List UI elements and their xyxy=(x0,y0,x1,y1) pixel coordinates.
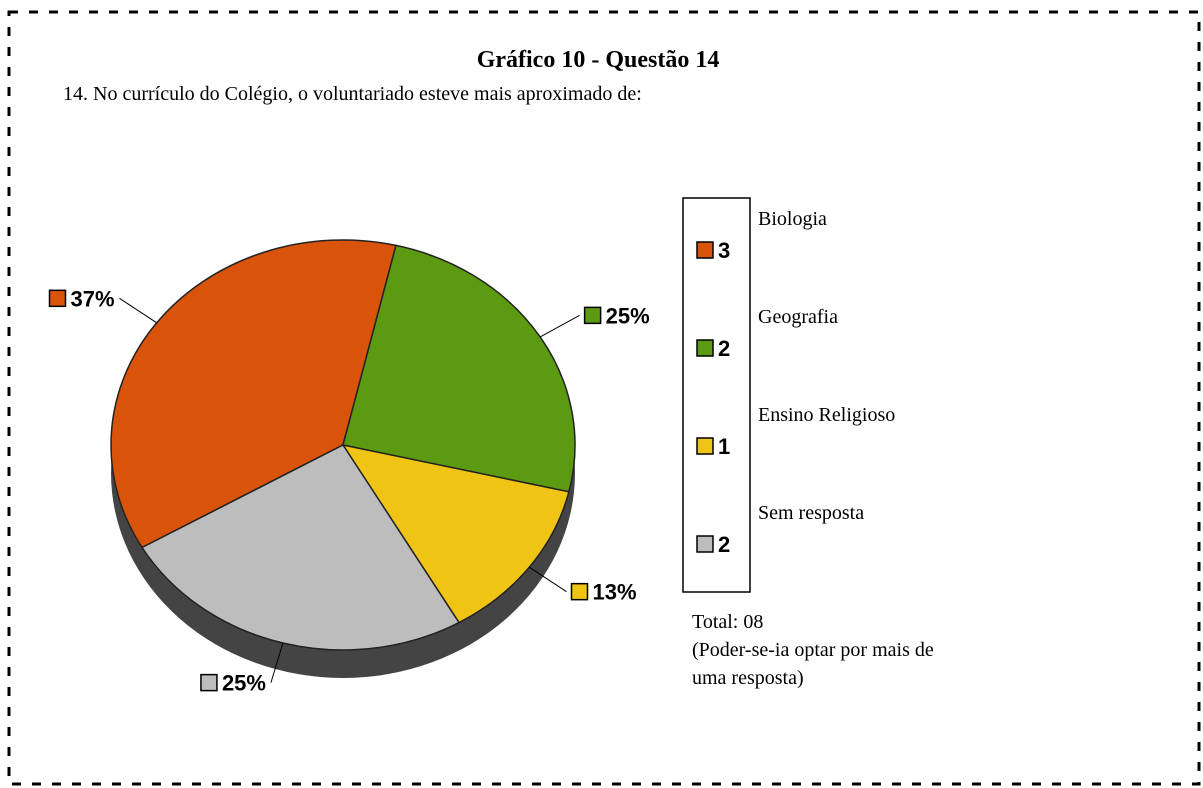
pie-slice xyxy=(140,444,461,651)
note: (Poder-se-ia optar por mais de xyxy=(692,639,934,661)
note: uma resposta) xyxy=(692,667,804,689)
data-label: 25% xyxy=(606,303,650,328)
leader-line xyxy=(539,314,580,338)
pie-slice xyxy=(342,244,576,493)
data-label: 13% xyxy=(593,580,637,605)
legend-swatch xyxy=(696,437,714,455)
label-swatch xyxy=(200,673,218,692)
label-swatch xyxy=(583,306,602,325)
legend-count: 3 xyxy=(718,238,730,263)
legend-name: Ensino Religioso xyxy=(758,404,895,426)
label-swatch xyxy=(48,289,67,308)
pie-slice xyxy=(110,239,397,549)
label-swatch xyxy=(570,582,589,601)
data-label: 25% xyxy=(222,671,266,696)
chart-title: Gráfico 10 - Questão 14 xyxy=(477,47,720,73)
legend-name: Geografia xyxy=(758,306,838,328)
data-label: 37% xyxy=(70,286,114,311)
legend-name: Sem resposta xyxy=(758,502,864,524)
legend-swatch xyxy=(696,339,714,357)
leader-line xyxy=(270,642,284,683)
subtitle: 14. No currículo do Colégio, o voluntari… xyxy=(63,83,642,105)
legend-box xyxy=(682,197,751,593)
legend-name: Biologia xyxy=(758,208,827,230)
leader-line xyxy=(119,297,158,324)
legend-swatch xyxy=(696,535,714,553)
legend-count: 2 xyxy=(718,336,730,361)
legend-count: 2 xyxy=(718,532,730,557)
legend-swatch xyxy=(696,241,714,259)
legend-count: 1 xyxy=(718,434,730,459)
pie-slice xyxy=(341,443,570,624)
note: Total: 08 xyxy=(692,611,763,633)
leader-line xyxy=(528,566,567,593)
